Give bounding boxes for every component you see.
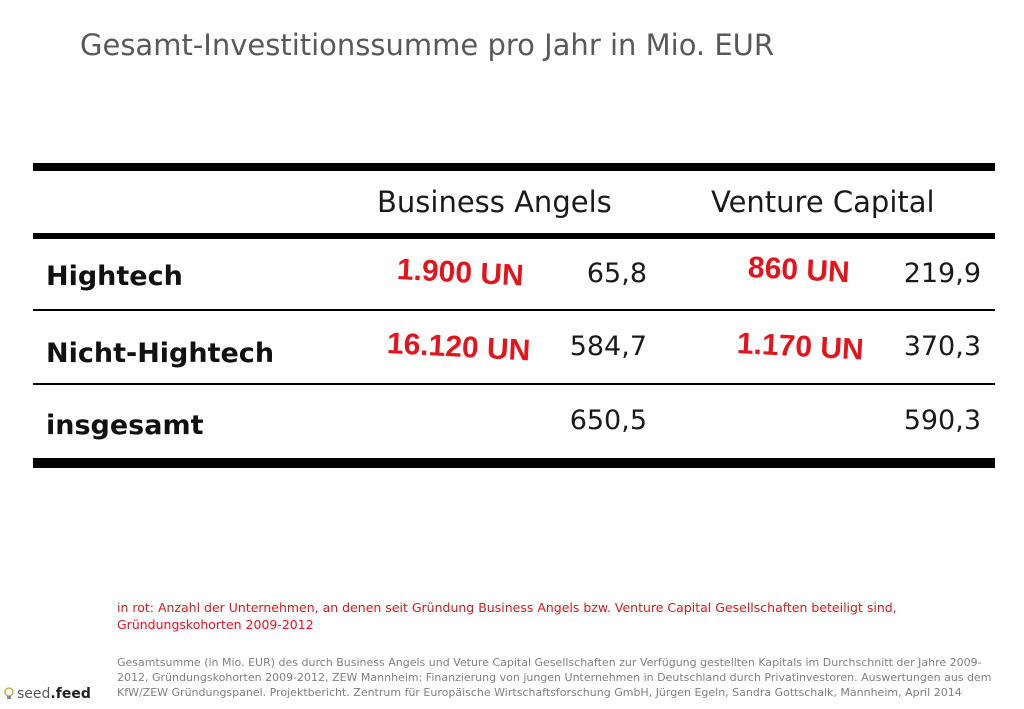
nicht-hightech-ba-value: 584,7 bbox=[569, 331, 647, 362]
row-label-insgesamt: insgesamt bbox=[46, 410, 204, 441]
insgesamt-ba-value: 650,5 bbox=[569, 405, 647, 436]
logo-text-seed: seed bbox=[17, 686, 51, 702]
investment-table: Business Angels Venture Capital Hightech… bbox=[33, 163, 995, 468]
nicht-hightech-vc-value: 370,3 bbox=[903, 331, 981, 362]
column-header-venture-capital: Venture Capital bbox=[711, 185, 935, 219]
seedfeed-logo: seed .feed bbox=[4, 686, 91, 702]
nicht-hightech-ba-company-count: 16.120 UN bbox=[386, 327, 532, 368]
hightech-ba-value: 65,8 bbox=[586, 258, 647, 289]
table-top-rule bbox=[33, 163, 995, 171]
row-label-hightech: Hightech bbox=[46, 261, 183, 292]
nicht-hightech-vc-company-count: 1.170 UN bbox=[736, 327, 865, 367]
hightech-vc-value: 219,9 bbox=[903, 258, 981, 289]
table-bottom-rule bbox=[33, 458, 995, 468]
page-title: Gesamt-Investitionssumme pro Jahr in Mio… bbox=[80, 28, 775, 62]
hightech-vc-company-count: 860 UN bbox=[747, 251, 851, 290]
table-row-divider bbox=[33, 309, 995, 311]
lightbulb-icon bbox=[4, 687, 14, 699]
source-note: Gesamtsumme (in Mio. EUR) des durch Busi… bbox=[117, 656, 992, 699]
logo-text-feed: .feed bbox=[50, 686, 91, 702]
row-label-nicht-hightech: Nicht-Hightech bbox=[46, 338, 275, 369]
hightech-ba-company-count: 1.900 UN bbox=[396, 253, 525, 293]
red-legend-note: in rot: Anzahl der Unternehmen, an denen… bbox=[117, 600, 897, 632]
table-header-rule bbox=[33, 233, 995, 239]
column-header-business-angels: Business Angels bbox=[377, 185, 612, 219]
table-row-divider bbox=[33, 383, 995, 385]
insgesamt-vc-value: 590,3 bbox=[903, 405, 981, 436]
